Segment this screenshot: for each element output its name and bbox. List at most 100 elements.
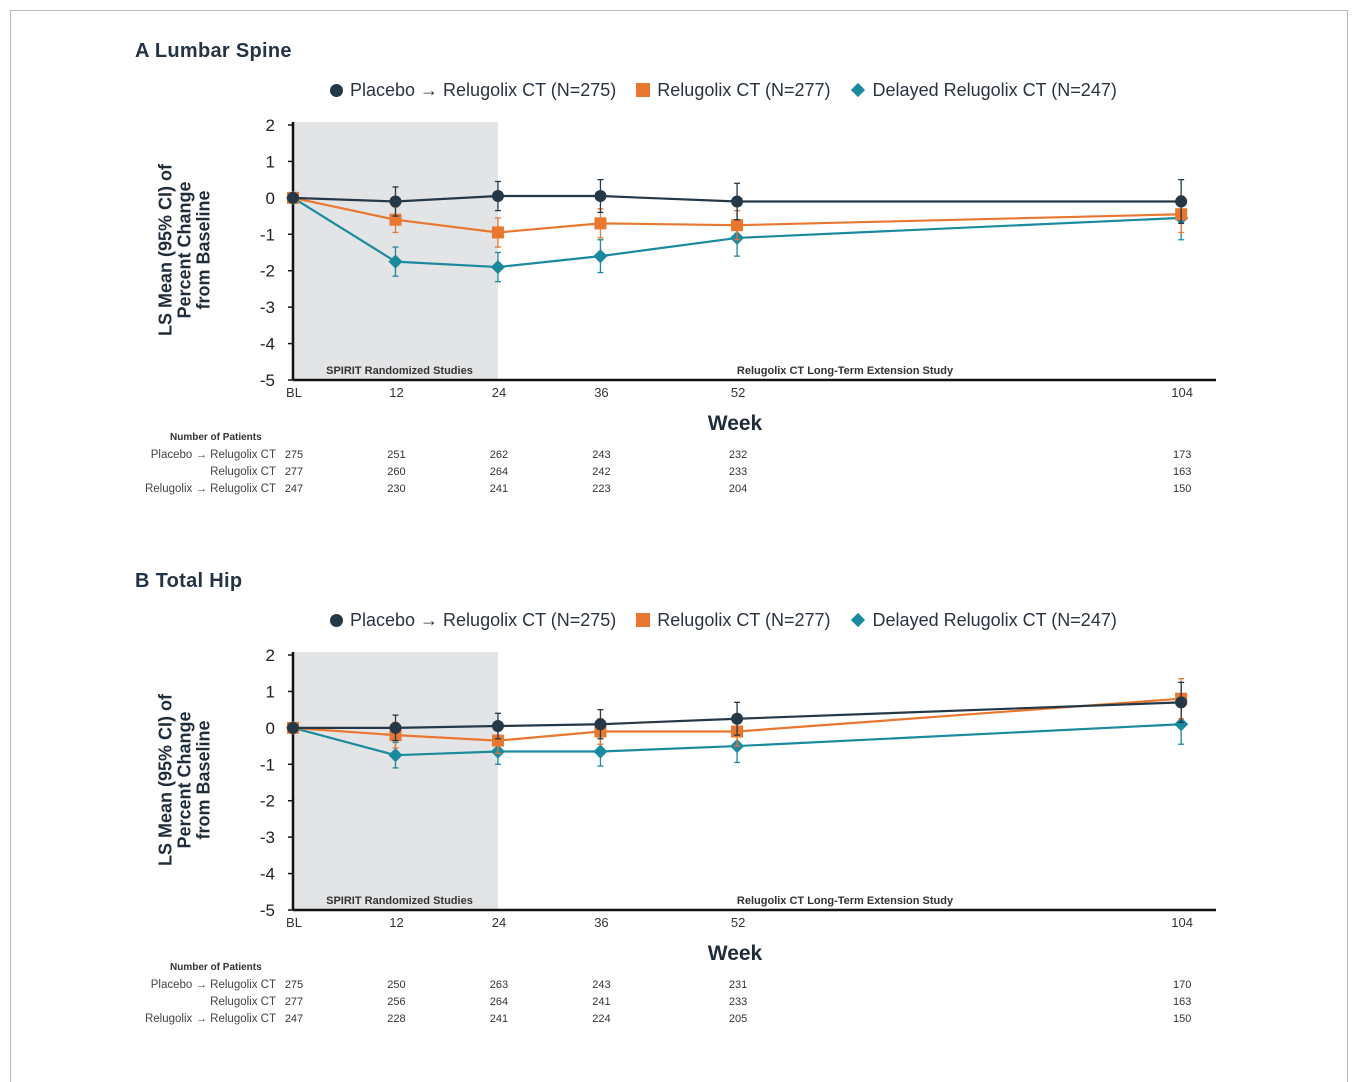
patients-count: 243 [592,979,611,991]
patients-count: 262 [489,449,509,461]
series-line [292,697,1182,742]
y-tick-label: -2 [260,262,275,281]
patients-count: 204 [728,483,748,495]
square-marker-icon [636,613,651,627]
patients-count: 224 [592,1013,611,1025]
legend-item-delayed: Delayed Relugolix CT (N=247) [850,79,1117,101]
patients-count: 173 [1172,449,1192,461]
y-tick-label: -2 [260,792,275,811]
patients-count: 247 [284,1013,304,1025]
patients-count: 241 [592,996,611,1008]
series-line [292,723,1182,757]
data-point [1175,195,1188,208]
x-tick-label: BL [286,915,302,930]
y-tick-label: 0 [266,189,275,208]
patients-table-title: Number of Patients [170,432,262,443]
patients-count: 163 [1172,996,1192,1008]
patients-count: 150 [1172,1013,1192,1025]
patients-count: 232 [728,449,748,461]
series-line [293,701,1182,729]
legend-item-delayed: Delayed Relugolix CT (N=247) [850,609,1117,631]
patients-count: 150 [1172,483,1192,495]
region-label-left: SPIRIT Randomized Studies [326,365,473,377]
y-tick-label: 2 [266,116,275,135]
legend-label: Placebo → Relugolix CT (N=275) [350,609,617,630]
patients-count: 263 [489,979,509,991]
series-line [292,196,1182,269]
x-tick-label: 104 [1171,385,1193,400]
patients-count: 233 [728,996,748,1008]
panel-title: B Total Hip [135,570,243,592]
data-point [1175,696,1188,709]
panel-title: A Lumbar Spine [135,40,292,62]
patients-count: 241 [489,1013,509,1025]
figure-frame [10,10,1348,1082]
patients-table-title: Number of Patients [170,962,262,973]
patients-count: 275 [284,449,304,461]
chart-plot: 2 1 0 -1 -2 -3 -4 -5 BL 12 24 36 52 104 SPIRIT Randomi… [260,646,1216,930]
series-line [292,194,1182,203]
legend-item-relugolix: Relugolix CT (N=277) [636,610,831,631]
shaded-region [293,652,498,910]
legend-label: Delayed Relugolix CT (N=247) [872,79,1117,100]
circle-marker-icon [330,613,343,627]
legend: Placebo → Relugolix CT (N=275) Relugolix… [330,78,1137,102]
data-point [389,721,402,734]
patients-count: 256 [387,996,406,1008]
data-point [593,744,608,759]
patients-count: 277 [284,466,304,478]
x-axis-title: Week [707,412,763,435]
data-point [594,217,607,230]
x-tick-label: 24 [492,385,506,400]
data-point [388,748,403,763]
y-tick-label: 2 [266,646,275,665]
patients-count: 163 [1172,466,1192,478]
y-tick-label: -5 [260,901,275,920]
patients-row-label: Relugolix CT [210,996,276,1008]
patients-count: 228 [387,1013,406,1025]
legend: Placebo → Relugolix CT (N=275) Relugolix… [330,608,1137,632]
data-point [491,226,504,239]
patients-row-label: Placebo → Relugolix CT [150,449,276,461]
patients-count: 247 [284,483,304,495]
patients-row-label: Relugolix → Relugolix CT [144,483,276,495]
panel-total-hip: B Total Hip Placebo → Relugolix CT (N=27… [0,530,1358,1050]
y-tick-label: 1 [266,152,275,171]
data-point [490,260,506,275]
legend-item-placebo: Placebo → Relugolix CT (N=275) [330,80,616,101]
data-point [287,191,299,204]
panel-lumbar-spine: A Lumbar Spine Placebo → Relugolix CT (N… [0,0,1358,520]
data-point [731,195,744,208]
legend-item-relugolix: Relugolix CT (N=277) [636,80,831,101]
patients-count: 231 [728,979,748,991]
data-point [491,190,504,203]
y-tick-label: 0 [266,719,275,738]
patients-count: 250 [387,979,406,991]
region-label-right: Relugolix CT Long-Term Extension Study [737,895,954,907]
x-tick-label: 24 [492,915,506,930]
data-point [491,720,504,733]
x-tick-label: 36 [594,915,608,930]
patients-row-label: Relugolix → Relugolix CT [144,1013,276,1025]
x-tick-label: 12 [389,385,403,400]
y-tick-label: 1 [266,682,275,701]
x-tick-label: 52 [731,915,745,930]
patients-table: Number of Patients Placebo → Relugolix C… [0,0,1358,520]
x-tick-label: 52 [731,385,745,400]
patients-count: 275 [284,979,304,991]
data-point [731,219,744,232]
patients-count: 243 [592,449,611,461]
y-tick-label: -4 [260,865,275,884]
data-point [389,195,402,208]
patients-count: 251 [387,449,406,461]
legend-label: Delayed Relugolix CT (N=247) [872,609,1117,630]
y-tick-label: -5 [260,371,275,390]
region-label-right: Relugolix CT Long-Term Extension Study [737,365,954,377]
data-point [491,734,504,747]
patients-table: Number of Patients Placebo → Relugolix C… [0,530,1358,1050]
patients-row-label: Placebo → Relugolix CT [150,979,276,991]
chart-plot: 2 1 0 -1 -2 -3 -4 -5 BL 12 24 36 52 104 SPIRIT Randomi… [260,116,1216,400]
patients-count: 242 [592,466,611,478]
y-tick-label: -4 [260,335,275,354]
data-point [593,249,608,264]
